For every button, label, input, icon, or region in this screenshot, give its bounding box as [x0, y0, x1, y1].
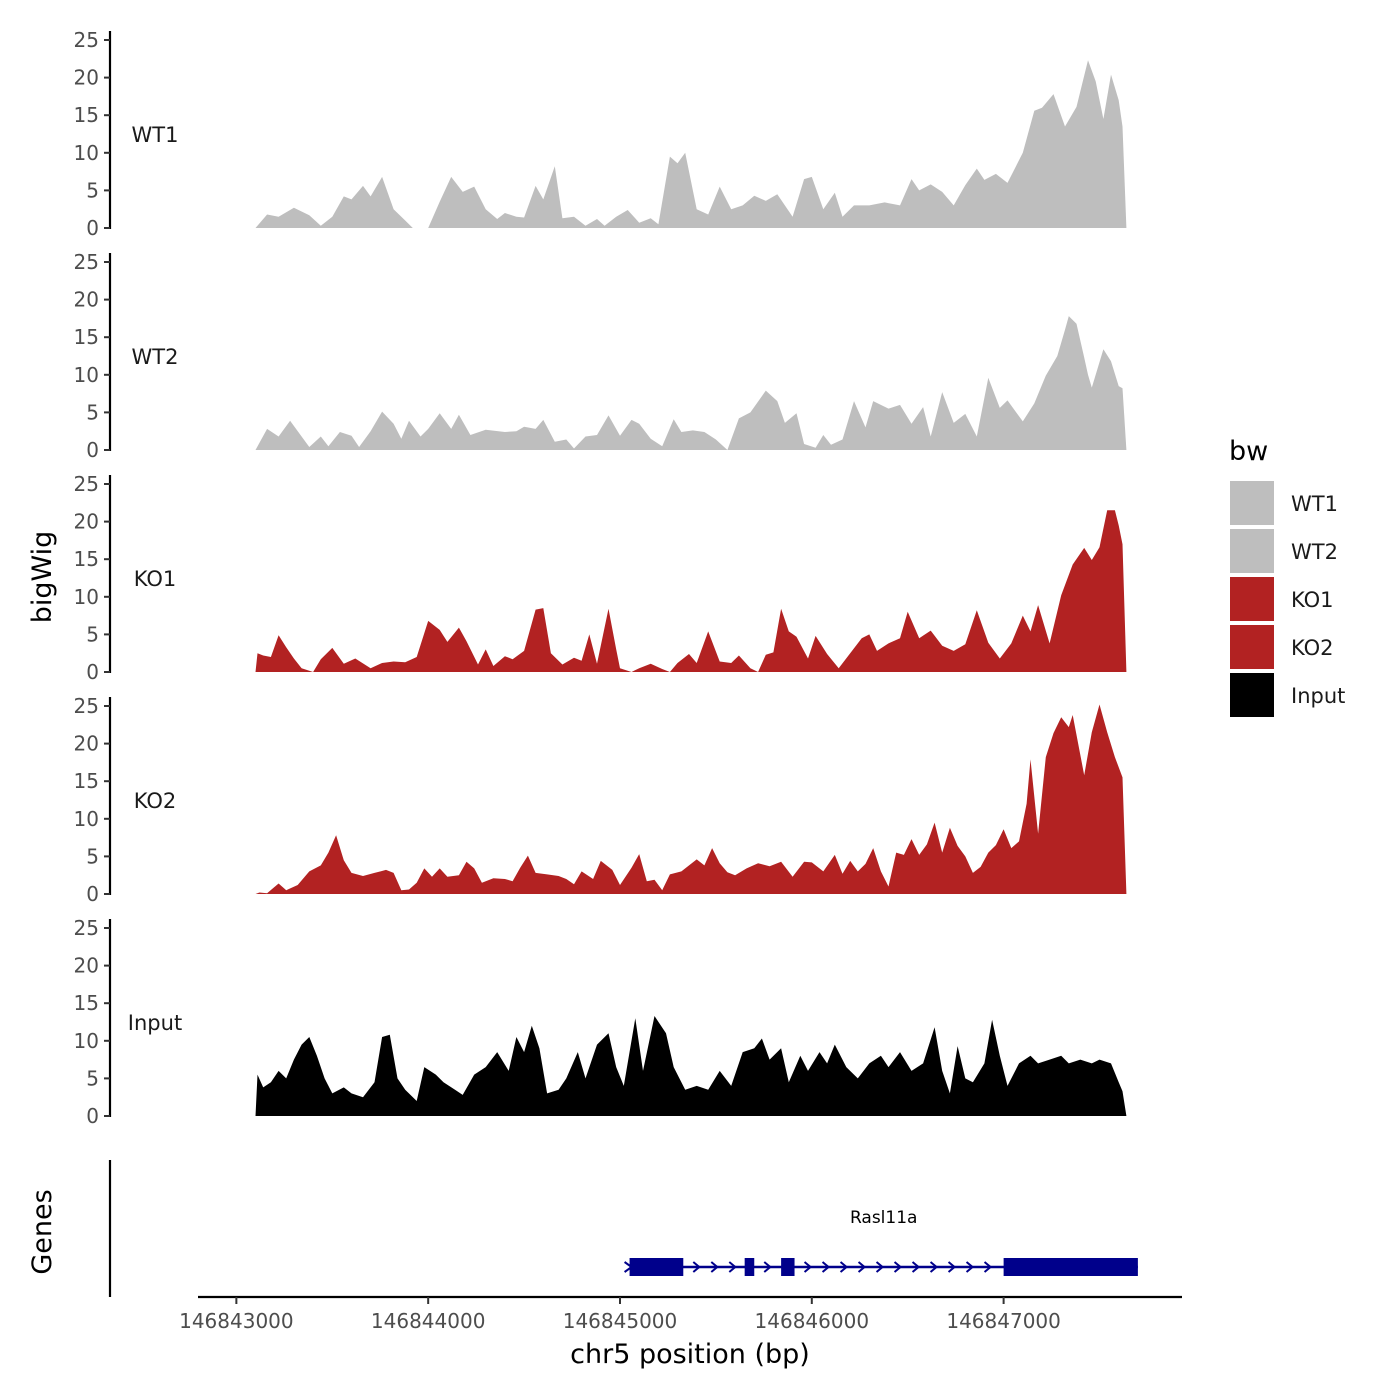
y-tick-label: 10: [74, 585, 99, 609]
strand-arrow: [929, 1261, 939, 1273]
panel-input: 0 5 10 15 20 25 Input: [74, 916, 1127, 1128]
strand-arrow: [965, 1261, 975, 1273]
strand-arrow: [803, 1261, 813, 1273]
legend-swatch: [1228, 623, 1276, 671]
strand-arrow: [710, 1261, 719, 1273]
y-tick-label: 0: [86, 1104, 99, 1128]
strand-arrow: [983, 1261, 993, 1273]
x-tick-label: 146846000: [755, 1309, 870, 1333]
track-label-wt2: WT2: [132, 345, 179, 369]
y-tick-label: 15: [74, 547, 99, 571]
strand-arrow: [763, 1261, 772, 1273]
legend-item-wt2: WT2: [1228, 527, 1338, 575]
genes-axis-title: Genes: [27, 1189, 58, 1274]
panel-wt1: 0 5 10 15 20 25 WT1: [74, 28, 1127, 240]
y-tick-label: 5: [86, 622, 99, 646]
gene-label: Rasl11a: [850, 1208, 918, 1228]
x-tick-label: 146845000: [563, 1309, 678, 1333]
legend-item-wt1: WT1: [1228, 479, 1338, 527]
y-tick-label: 0: [86, 438, 99, 462]
gene-exon: [629, 1258, 684, 1276]
y-tick-label: 20: [74, 954, 99, 978]
panel-wt2: 0 5 10 15 20 25 WT2: [74, 250, 1127, 462]
y-tick-label: 15: [74, 325, 99, 349]
strand-arrow: [839, 1261, 849, 1273]
y-tick-label: 25: [74, 472, 99, 496]
y-tick-label: 10: [74, 807, 99, 831]
y-tick-label: 0: [86, 216, 99, 240]
y-tick-label: 20: [74, 288, 99, 312]
genes-panel: Rasl11a: [108, 1160, 1138, 1297]
y-tick-label: 10: [74, 1029, 99, 1053]
y-tick-label: 5: [86, 1066, 99, 1090]
strand-arrow: [875, 1261, 885, 1273]
track-label-input: Input: [128, 1011, 182, 1035]
y-tick-label: 25: [74, 916, 99, 940]
y-tick-label: 25: [74, 250, 99, 274]
legend: bw WT1 WT2 KO1 KO2 Input: [1228, 436, 1345, 719]
area-ko1: [255, 510, 1127, 672]
strand-arrow: [893, 1261, 903, 1273]
x-axis: 146843000 146844000 146845000 146846000 1468…: [179, 1295, 1182, 1333]
gene-exon: [781, 1258, 795, 1276]
track-label-ko1: KO1: [134, 567, 177, 591]
area-wt2: [255, 316, 1127, 450]
x-tick-label: 146844000: [371, 1309, 486, 1333]
legend-item-ko1: KO1: [1228, 575, 1334, 623]
y-tick-label: 25: [74, 28, 99, 52]
y-axis-title: bigWig: [27, 531, 58, 624]
y-tick-label: 5: [86, 178, 99, 202]
y-tick-label: 0: [86, 882, 99, 906]
y-tick-label: 20: [74, 732, 99, 756]
y-tick-label: 10: [74, 363, 99, 387]
area-wt1: [255, 60, 1127, 228]
x-axis-title: chr5 position (bp): [570, 1339, 810, 1370]
strand-arrow: [728, 1261, 737, 1273]
legend-item-input: Input: [1228, 671, 1345, 719]
y-tick-label: 0: [86, 660, 99, 684]
strand-arrow: [821, 1261, 831, 1273]
y-tick-label: 20: [74, 510, 99, 534]
y-tick-label: 20: [74, 66, 99, 90]
gene-exon: [1003, 1258, 1138, 1276]
y-tick-label: 15: [74, 769, 99, 793]
track-label-ko2: KO2: [134, 789, 177, 813]
area-input: [255, 1016, 1127, 1116]
strand-arrow: [911, 1261, 921, 1273]
legend-title: bw: [1229, 436, 1268, 467]
track-panels: 0510152025WT10510152025WT20510152025KO10…: [74, 28, 1127, 1128]
legend-label: KO1: [1291, 588, 1334, 612]
legend-label: Input: [1291, 684, 1345, 708]
y-tick-label: 25: [74, 694, 99, 718]
y-tick-label: 15: [74, 103, 99, 127]
x-tick-label: 146843000: [179, 1309, 294, 1333]
legend-label: WT2: [1291, 540, 1338, 564]
legend-swatch: [1228, 479, 1276, 527]
strand-arrow: [947, 1261, 957, 1273]
legend-items: WT1 WT2 KO1 KO2 Input: [1228, 479, 1345, 719]
gene-rasl11a: Rasl11a: [623, 1208, 1138, 1276]
y-tick-label: 5: [86, 844, 99, 868]
y-tick-label: 5: [86, 400, 99, 424]
x-tick-label: 146847000: [946, 1309, 1061, 1333]
y-tick-label: 10: [74, 141, 99, 165]
legend-label: KO2: [1291, 636, 1334, 660]
panel-ko1: 0 5 10 15 20 25 KO1: [74, 472, 1127, 684]
legend-swatch: [1228, 527, 1276, 575]
gene-exon: [744, 1258, 755, 1276]
legend-item-ko2: KO2: [1228, 623, 1334, 671]
legend-swatch: [1228, 671, 1276, 719]
strand-arrow: [857, 1261, 867, 1273]
strand-arrow: [692, 1261, 701, 1273]
legend-swatch: [1228, 575, 1276, 623]
panel-ko2: 0 5 10 15 20 25 KO2: [74, 694, 1127, 906]
area-ko2: [255, 704, 1127, 894]
legend-label: WT1: [1291, 492, 1338, 516]
y-tick-label: 15: [74, 991, 99, 1015]
track-label-wt1: WT1: [132, 123, 179, 147]
